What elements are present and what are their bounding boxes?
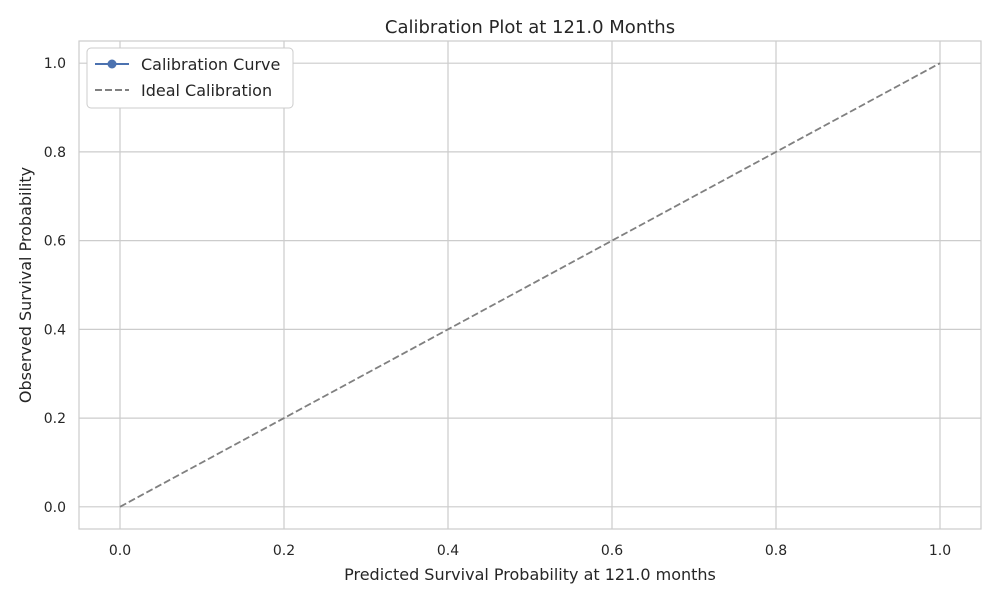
y-tick-label: 0.4 bbox=[44, 322, 66, 338]
grid bbox=[79, 41, 981, 529]
legend-box bbox=[86, 47, 294, 109]
chart-title: Calibration Plot at 121.0 Months bbox=[385, 17, 675, 38]
x-tick-label: 0.6 bbox=[601, 543, 623, 559]
x-tick-label: 0.4 bbox=[437, 543, 459, 559]
x-tick-label: 0.8 bbox=[765, 543, 787, 559]
legend: Calibration Curve Ideal Calibration bbox=[86, 47, 294, 109]
legend-entry-calibration-curve: Calibration Curve bbox=[95, 55, 280, 74]
legend-label-ideal-calibration: Ideal Calibration bbox=[141, 81, 272, 100]
plot-area-frame bbox=[78, 40, 982, 530]
y-tick-label: 0.2 bbox=[44, 411, 66, 427]
x-tick-labels: 0.0 0.2 0.4 0.6 0.8 1.0 bbox=[109, 543, 951, 559]
y-tick-label: 1.0 bbox=[44, 56, 66, 72]
y-tick-labels: 0.0 0.2 0.4 0.6 0.8 1.0 bbox=[44, 56, 66, 516]
series-layer bbox=[119, 62, 941, 508]
x-axis-title: Predicted Survival Probability at 121.0 … bbox=[344, 565, 716, 584]
legend-marker-calibration-curve bbox=[107, 59, 117, 69]
y-tick-label: 0.0 bbox=[44, 500, 66, 516]
x-tick-label: 0.2 bbox=[273, 543, 295, 559]
legend-entry-ideal-calibration: Ideal Calibration bbox=[95, 81, 272, 100]
y-axis-title: Observed Survival Probability bbox=[16, 167, 35, 403]
y-tick-label: 0.8 bbox=[44, 145, 66, 161]
legend-label-calibration-curve: Calibration Curve bbox=[141, 55, 280, 74]
series-line-ideal-calibration bbox=[119, 62, 941, 508]
x-tick-label: 1.0 bbox=[929, 543, 951, 559]
y-tick-label: 0.6 bbox=[44, 234, 66, 250]
x-tick-label: 0.0 bbox=[109, 543, 131, 559]
